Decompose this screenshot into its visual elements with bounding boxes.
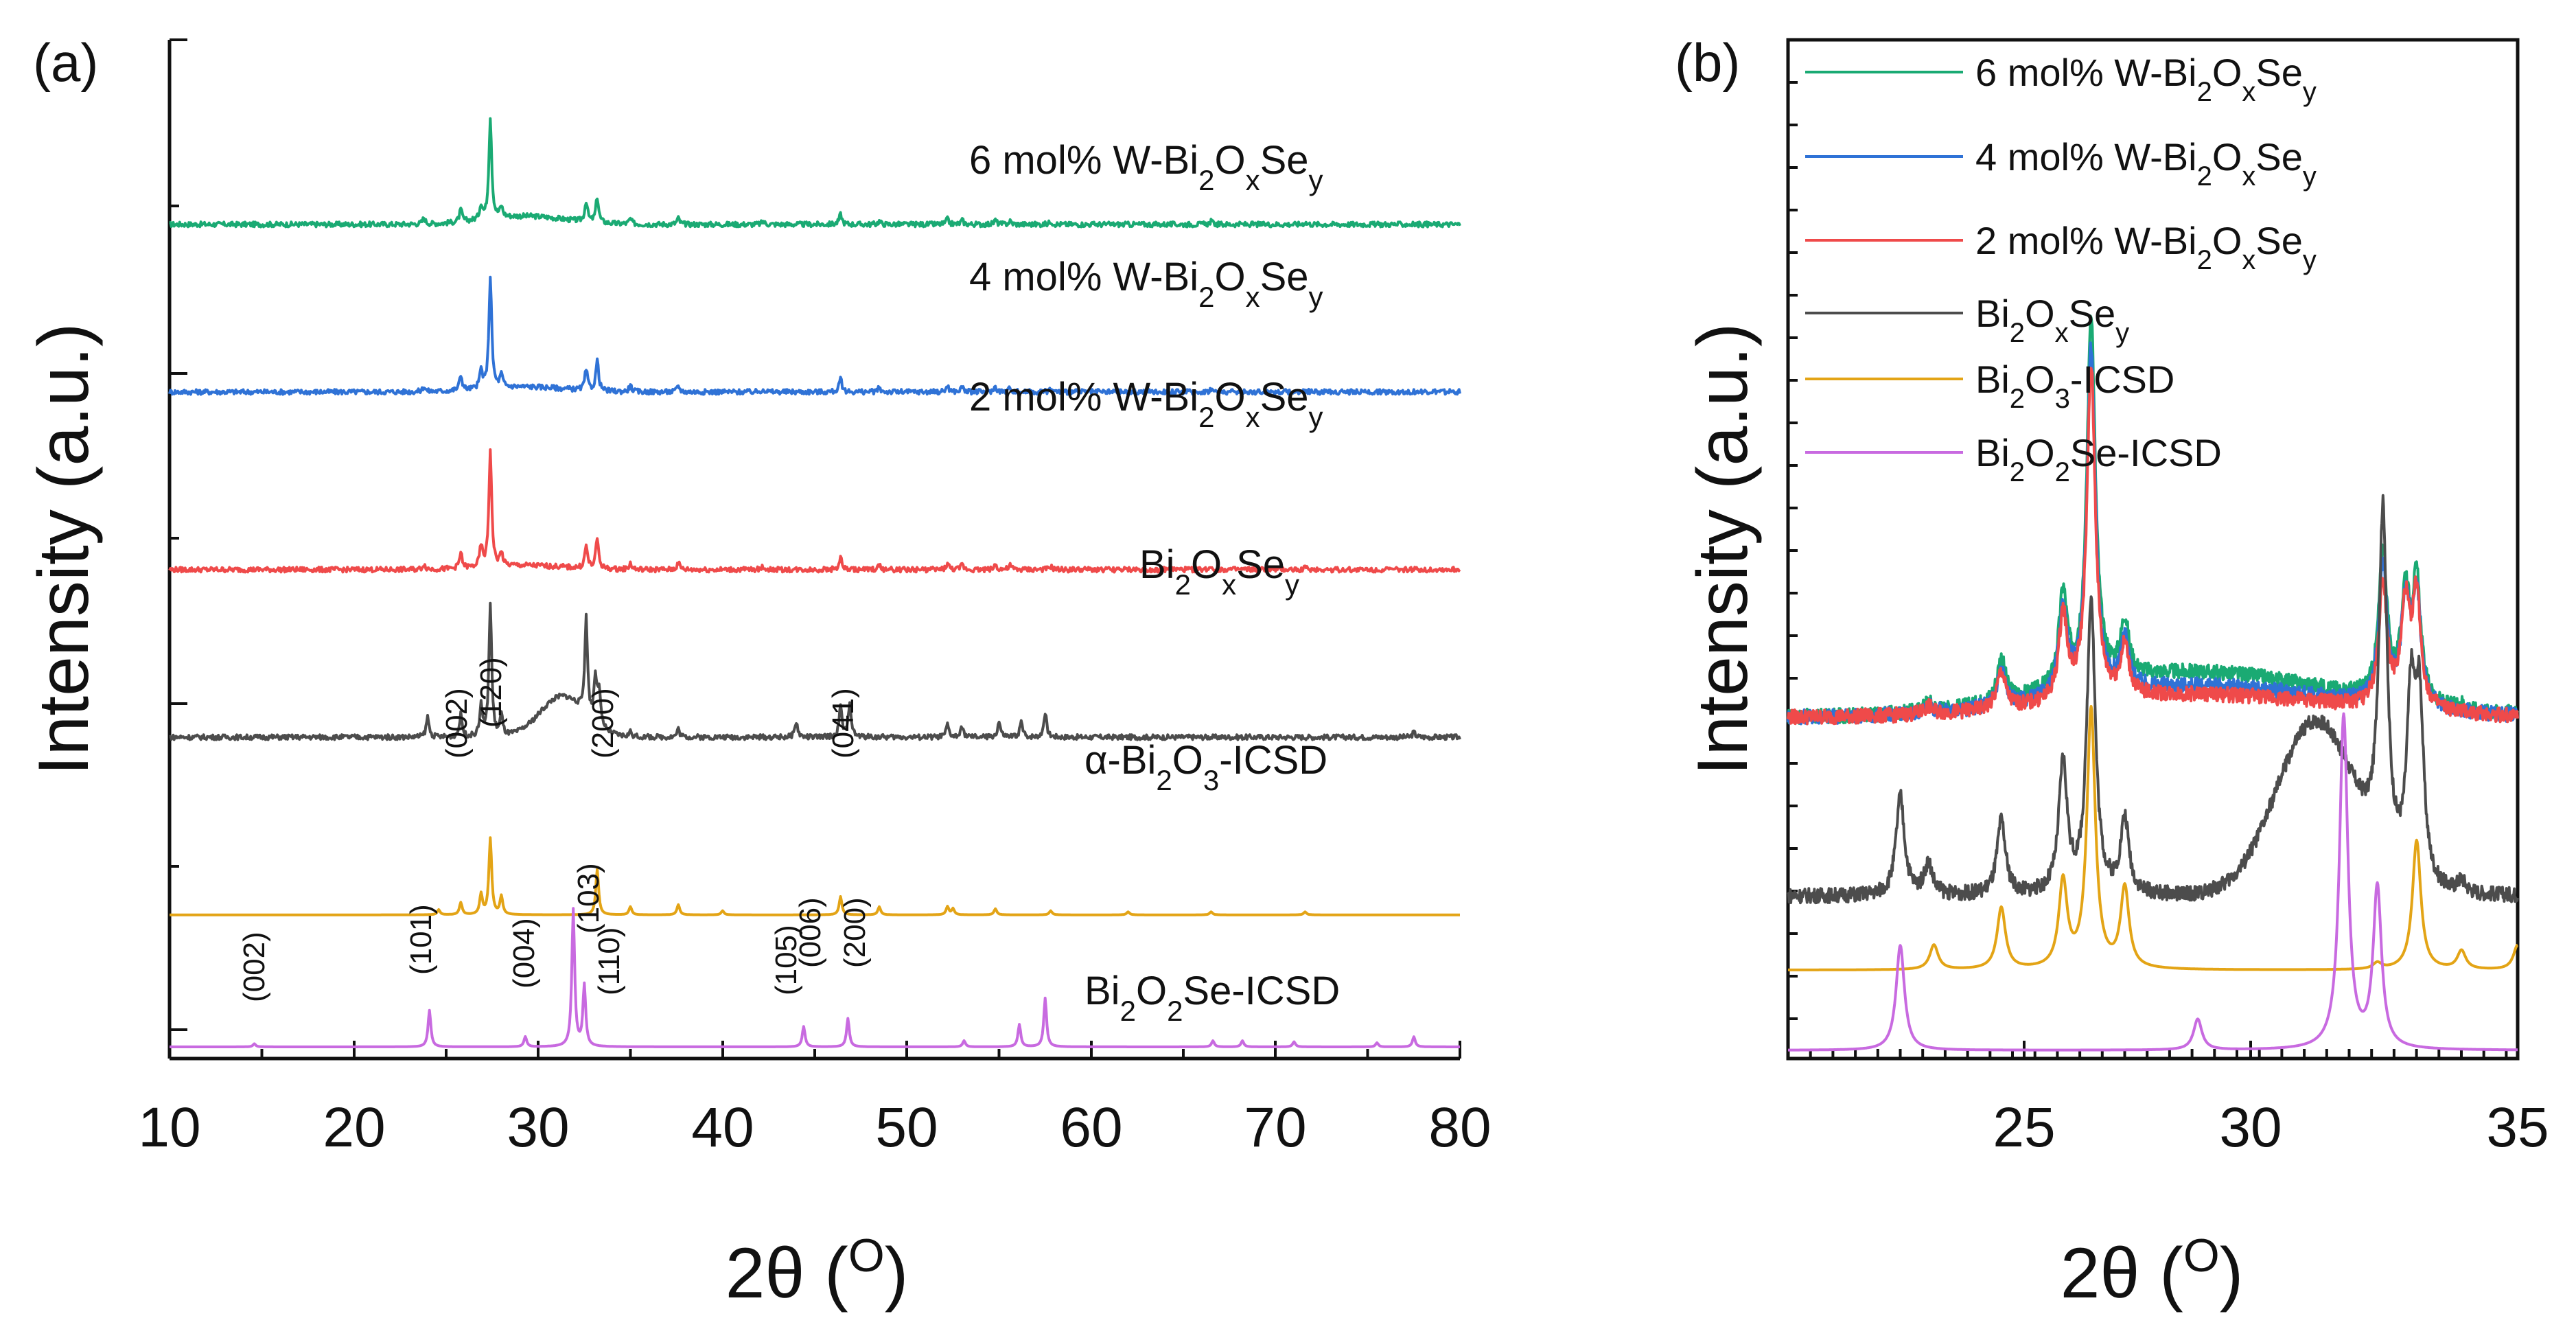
panel-a-series [168,117,1461,1048]
series-label-4mol-w: 4 mol% W-Bi2OxSey [969,255,1323,313]
legend-label-4mol-w: 4 mol% W-Bi2OxSey [1975,135,2317,192]
panel-a-xlabel-end: ) [885,1234,909,1313]
panel-a-x-tick-label: 70 [1244,1096,1306,1159]
panel-b-x-tick-label: 25 [1993,1096,2055,1159]
series-bi2o3-icsd [1787,705,2519,971]
hkl-bi2o2se-110: (110) [592,927,626,995]
series-bi2o2se-icsd [1787,712,2519,1052]
panel-b-xlabel-end: ) [2220,1234,2244,1313]
panel-a-x-tick-label: 30 [507,1096,569,1159]
legend-label-6mol-w: 6 mol% W-Bi2OxSey [1975,51,2317,107]
series-label-bi2oxsey: Bi2OxSey [1139,542,1299,601]
series-bi2oxsey [1787,494,2519,905]
hkl-bi2o2se-200: (200) [838,897,872,968]
panel-a: (a) 10 20 30 40 50 60 70 80 2θ (O) Inten… [24,32,1492,1313]
panel-b-legend: 6 mol% W-Bi2OxSey 4 mol% W-Bi2OxSey 2 mo… [1805,51,2317,487]
panel-a-x-axis-title: 2θ (O) [726,1229,909,1313]
series-bi2oxsey [169,601,1461,741]
panel-a-x-tick-label: 60 [1060,1096,1122,1159]
panel-a-x-tick-label: 40 [691,1096,754,1159]
panel-a-xlabel-main: 2θ ( [726,1234,849,1313]
panel-a-y-axis-title: Intensity (a.u.) [24,323,104,776]
hkl-bi2o2se-105: (105) [769,925,803,995]
panel-b-xlabel-main: 2θ ( [2061,1234,2184,1313]
hkl-bi2o2se-101: (101) [404,904,438,975]
panel-b-x-axis-title: 2θ (O) [2061,1229,2244,1313]
panel-a-x-tick-label: 80 [1428,1096,1491,1159]
series-2mol-w [168,448,1461,574]
series-6mol-w [1787,314,2519,725]
hkl-bi2o3-002: (002) [440,688,474,759]
hkl-bi2o2se-103: (103) [572,863,605,934]
panel-a-y-ticks [170,38,187,1031]
panel-b: (b) 25 30 35 2θ (O) Intensity (a.u.) 6 m… [1675,32,2549,1313]
panel-b-series [1787,314,2519,1052]
legend-label-bi2oxsey: Bi2OxSey [1975,292,2129,348]
series-label-bi2o2se-icsd: Bi2O2Se-ICSD [1084,969,1340,1027]
hkl-bi2o3-120: (120) [474,657,508,728]
hkl-bi2o3-200: (200) [586,688,620,759]
series-2mol-w [1787,367,2519,726]
panel-a-x-tick-label: 50 [875,1096,938,1159]
hkl-bi2o2se-002: (002) [237,932,271,1002]
series-label-6mol-w: 6 mol% W-Bi2OxSey [969,138,1323,196]
legend-label-bi2o3-icsd: Bi2O3-ICSD [1975,358,2174,414]
hkl-bi2o2se-006: (006) [793,897,827,968]
panel-b-xlabel-sup: O [2183,1229,2220,1282]
series-4mol-w [168,275,1461,396]
panel-a-x-ticks [168,1041,1461,1059]
legend-label-2mol-w: 2 mol% W-Bi2OxSey [1975,219,2317,275]
panel-a-xlabel-sup: O [848,1229,885,1282]
hkl-bi2o3-041: (041) [826,688,860,759]
panel-b-frame [1786,38,2520,1061]
legend-label-bi2o2se-icsd: Bi2O2Se-ICSD [1975,431,2222,487]
series-bi2o2se-icsd [169,907,1461,1048]
panel-a-label: (a) [33,32,98,93]
panel-a-x-tick-labels: 10 20 30 40 50 60 70 80 [138,1096,1491,1159]
hkl-bi2o2se-004: (004) [507,918,541,989]
panel-a-x-tick-label: 10 [138,1096,200,1159]
series-bi2o3-icsd [169,836,1461,916]
series-label-2mol-w: 2 mol% W-Bi2OxSey [969,375,1323,433]
panel-b-x-tick-label: 30 [2219,1096,2282,1159]
series-label-alpha-bi2o3-icsd: α-Bi2O3-ICSD [1084,738,1327,796]
series-6mol-w [169,117,1461,229]
panel-b-y-axis-title: Intensity (a.u.) [1683,323,1763,776]
panel-b-label: (b) [1675,32,1740,93]
panel-b-x-tick-label: 35 [2486,1096,2549,1159]
panel-b-y-ticks [1788,38,1798,1020]
panel-a-x-tick-label: 20 [323,1096,385,1159]
